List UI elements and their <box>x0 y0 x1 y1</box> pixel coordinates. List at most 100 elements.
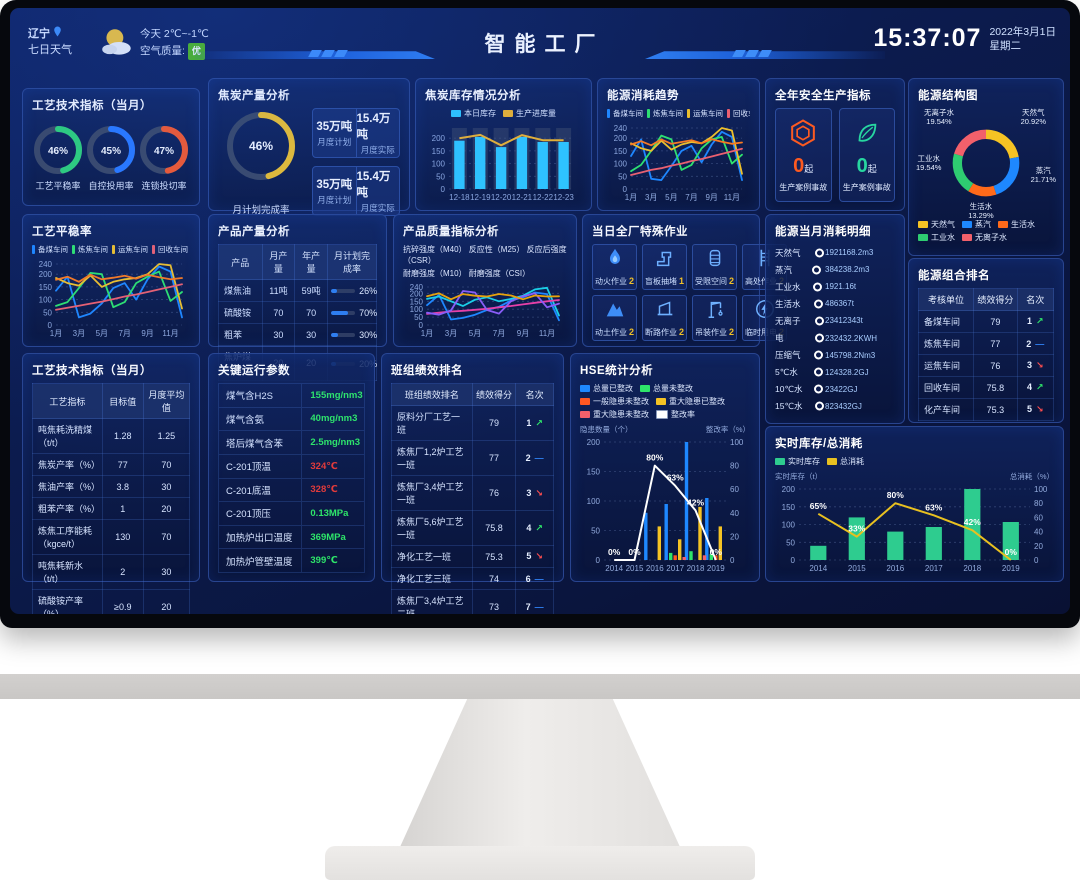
legend-item[interactable]: 备煤车间 <box>32 244 68 255</box>
table-cell: 吨焦耗新水（t/t） <box>32 554 103 590</box>
slider-track[interactable] <box>814 316 824 326</box>
table-cell: 炼焦厂5,6炉工艺一班 <box>391 510 473 546</box>
special-op-tile[interactable]: 受限空间 2 <box>692 244 738 290</box>
table-cell: 炼焦厂3,4炉工艺一班 <box>391 475 473 511</box>
slider-track[interactable] <box>814 299 824 309</box>
special-op-tile[interactable]: 动火作业 2 <box>592 244 638 290</box>
svg-text:12-19: 12-19 <box>470 193 491 202</box>
table-cell: 净化工艺一班 <box>391 545 473 568</box>
svg-text:100: 100 <box>39 296 53 305</box>
svg-text:5月: 5月 <box>96 329 108 338</box>
svg-text:150: 150 <box>410 297 424 306</box>
svg-text:3月: 3月 <box>645 193 657 202</box>
legend-item[interactable]: 回收车间 <box>727 108 750 119</box>
table-cell: 5 ↘ <box>1016 398 1055 421</box>
svg-text:40: 40 <box>730 509 739 518</box>
donut-callout: 天然气 20.92% <box>1020 108 1046 126</box>
safety-card: 0起 生产案例事故 <box>775 108 832 202</box>
svg-text:0%: 0% <box>710 547 723 557</box>
slider-track[interactable] <box>814 367 824 377</box>
legend-item[interactable]: 回收车间 <box>152 244 188 255</box>
param-row: C-201顶温 324℃ <box>219 454 364 479</box>
legend-item[interactable]: 一般隐患未整改 <box>580 396 649 407</box>
legend-item[interactable]: 炼焦车间 <box>647 108 683 119</box>
svg-text:2018: 2018 <box>963 564 981 573</box>
tile-count: 2 <box>729 327 735 337</box>
legend-item[interactable]: 无离子水 <box>962 232 1007 243</box>
legend-item[interactable]: 蒸汽 <box>962 219 991 230</box>
slider-knob[interactable] <box>814 333 824 343</box>
svg-text:47%: 47% <box>154 146 174 157</box>
special-op-tile[interactable]: 盲板抽堵 1 <box>642 244 688 290</box>
legend-item[interactable]: 整改率 <box>656 409 695 420</box>
slider-track[interactable] <box>812 265 822 275</box>
legend-item[interactable]: 实时库存 <box>775 456 820 467</box>
legend-item[interactable]: 总量已整改 <box>580 383 633 394</box>
panel-tech-indicators-table: 工艺技术指标（当月） 工艺指标 目标值 月度平均值 吨焦耗洗精煤（t/t） 1.28 1.… <box>22 353 200 614</box>
table-cell: 粗苯 <box>218 323 263 346</box>
slider-knob[interactable] <box>814 384 824 394</box>
legend-item[interactable]: 本日库存 <box>451 108 496 119</box>
table-cell: 粗苯产率（%） <box>32 497 103 520</box>
slider-knob[interactable] <box>814 401 824 411</box>
panel-title: 工艺技术指标（当月） <box>32 365 152 377</box>
stat-value: 15.4万吨 <box>356 171 391 199</box>
table-cell: 77 <box>101 453 144 476</box>
coke-output-gauge: 46% <box>225 110 297 187</box>
legend-item[interactable]: 炼焦车间 <box>72 244 108 255</box>
slider-track[interactable] <box>814 333 824 343</box>
legend-item[interactable]: 天然气 <box>918 219 955 230</box>
data-table: 考核单位 绩效得分 名次 备煤车间 79 1 ↗ 炼焦车间 77 2— 运焦车间 76 3 ↘ 回收车间 75… <box>917 288 1055 421</box>
stat-card: 35万吨 月度计划 15.4万吨 月度实际 <box>312 108 400 158</box>
legend-item[interactable]: 备煤车间 <box>607 108 643 119</box>
legend-item[interactable]: 重大隐患已整改 <box>656 396 725 407</box>
table-row: 化产车间 75.3 5 ↘ <box>917 398 1055 421</box>
special-op-tile[interactable]: 断路作业 2 <box>642 295 688 341</box>
table-cell: 75.3 <box>471 545 517 568</box>
legend-item[interactable]: 生产进库量 <box>503 108 556 119</box>
table-cell: 回收车间 <box>917 376 975 399</box>
energy-trend-chart: 0 50 100 150 200 240 1月 3月 5月 7月 9月 11月 <box>607 122 750 202</box>
safety-label: 生产案例事故 <box>779 182 828 192</box>
location-icon <box>53 26 62 42</box>
svg-text:50: 50 <box>414 313 423 322</box>
seven-day-weather[interactable]: 七日天气 <box>28 44 72 56</box>
legend-item[interactable]: 生活水 <box>998 219 1035 230</box>
legend-item[interactable]: 重大隐患未整改 <box>580 409 649 420</box>
svg-text:7月: 7月 <box>685 193 697 202</box>
slider-knob[interactable] <box>814 299 824 309</box>
slider-track[interactable] <box>814 401 824 411</box>
svg-text:2016: 2016 <box>886 564 904 573</box>
legend-item[interactable]: 运焦车间 <box>687 108 723 119</box>
legend-item[interactable]: 总消耗 <box>827 456 864 467</box>
legend-item[interactable]: 运焦车间 <box>112 244 148 255</box>
slider-knob[interactable] <box>812 265 822 275</box>
slider-knob[interactable] <box>814 367 824 377</box>
svg-text:240: 240 <box>410 283 424 292</box>
table-cell: 70 <box>142 519 191 555</box>
table-cell: 4 ↗ <box>1016 376 1055 399</box>
panel-product-output: 产品产量分析 产品 月产量 年产量 月计划完成率 煤焦油 11吨 59吨 26% 硫酸铵 70 70… <box>208 214 387 381</box>
slider-knob[interactable] <box>813 350 823 360</box>
svg-text:1月: 1月 <box>50 329 62 338</box>
svg-text:2014: 2014 <box>809 564 827 573</box>
slider-track[interactable] <box>813 282 823 292</box>
slider-value: 23422GJ <box>825 384 858 394</box>
legend-item[interactable]: 总量未整改 <box>640 383 693 394</box>
energy-slider-row: 电 232432.2KWH <box>775 330 895 347</box>
slider-track[interactable] <box>814 248 824 258</box>
special-op-tile[interactable]: 吊装作业 2 <box>692 295 738 341</box>
slider-track[interactable] <box>813 350 823 360</box>
chart-legend: 备煤车间炼焦车间运焦车间回收车间化产车间 <box>607 108 750 119</box>
slider-knob[interactable] <box>814 248 824 258</box>
slider-track[interactable] <box>814 384 824 394</box>
svg-text:200: 200 <box>782 485 796 494</box>
special-op-tile[interactable]: 动土作业 2 <box>592 295 638 341</box>
svg-text:33%: 33% <box>848 524 865 534</box>
slider-knob[interactable] <box>813 282 823 292</box>
panel-title: 当日全厂特殊作业 <box>592 226 688 238</box>
svg-text:100: 100 <box>1034 485 1048 494</box>
slider-knob[interactable] <box>814 316 824 326</box>
table-cell: 59吨 <box>294 279 329 302</box>
legend-item[interactable]: 工业水 <box>918 232 955 243</box>
